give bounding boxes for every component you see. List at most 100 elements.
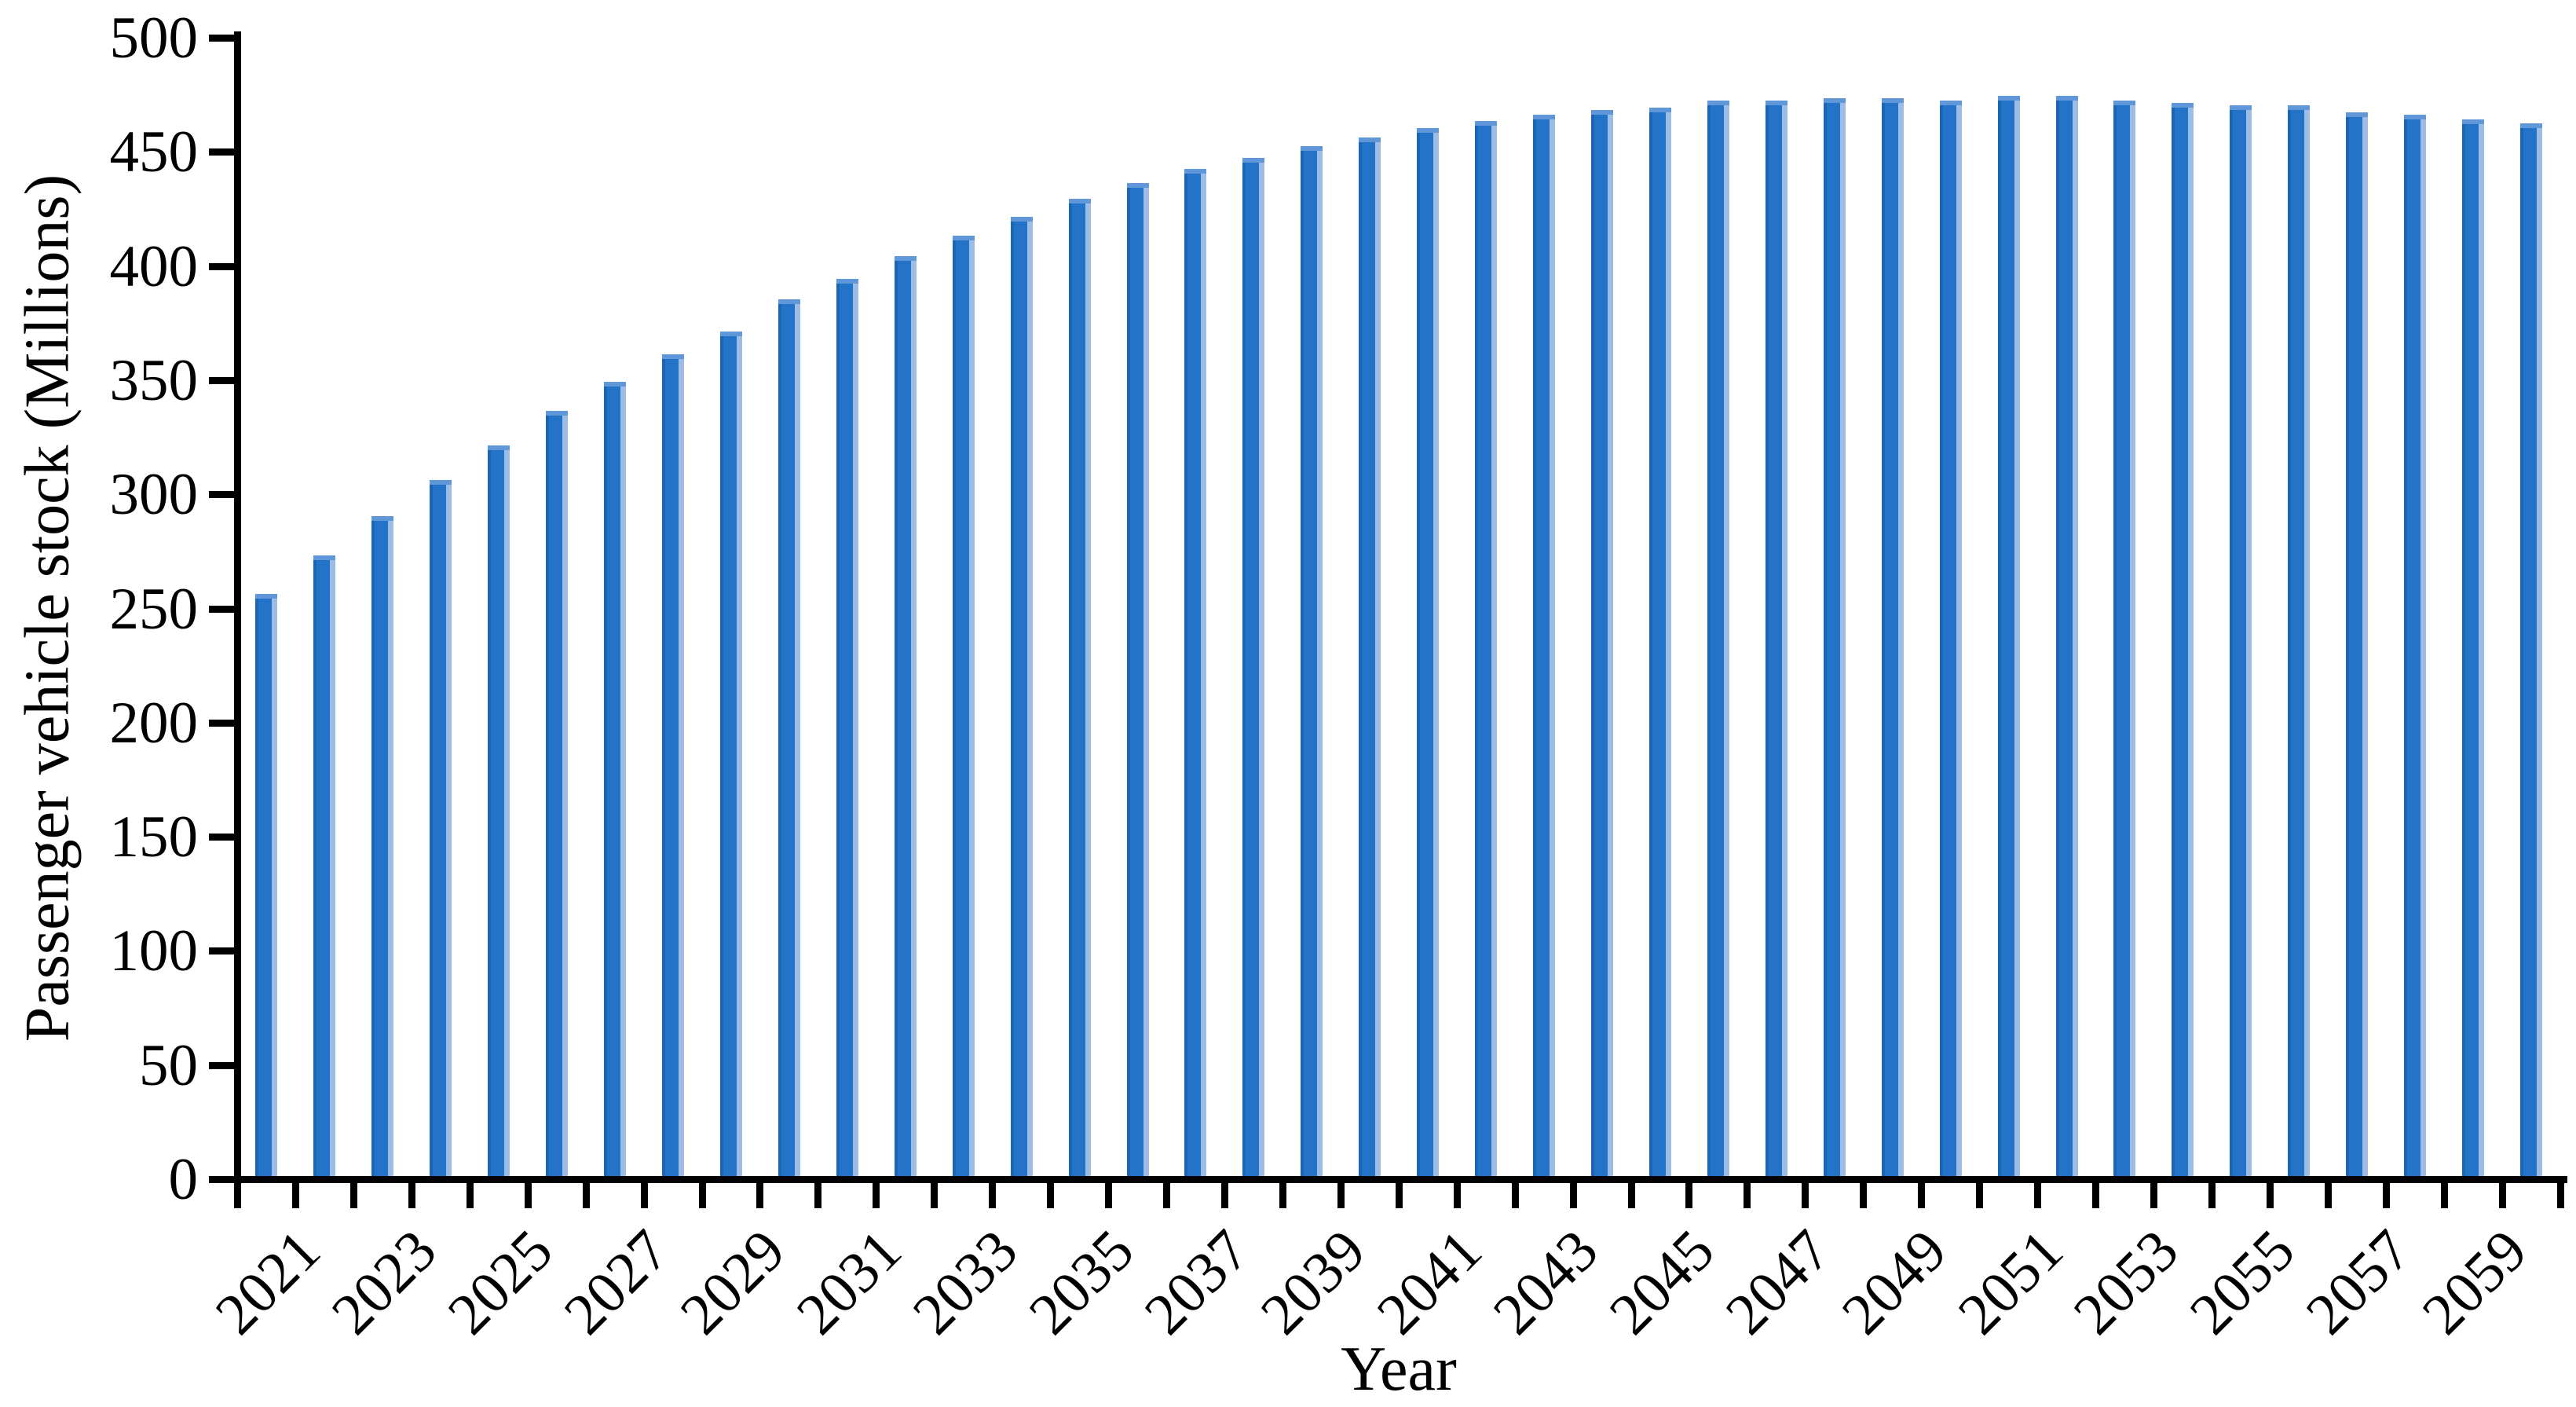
x-tick-mark: [2092, 1183, 2099, 1208]
bar-2040: [1359, 137, 1381, 1176]
y-tick-label: 50: [139, 1032, 198, 1098]
x-tick-mark: [1105, 1183, 1113, 1208]
y-tick-mark: [209, 491, 234, 499]
bar-2054: [2172, 103, 2194, 1176]
bar-2044: [1591, 109, 1614, 1176]
x-tick-mark: [931, 1183, 939, 1208]
x-tick-mark: [291, 1183, 299, 1208]
bar-2023: [371, 516, 394, 1176]
x-tick-mark: [1047, 1183, 1055, 1208]
x-tick-mark: [2150, 1183, 2157, 1208]
bar-2059: [2462, 119, 2485, 1176]
bar-2056: [2288, 105, 2311, 1176]
bar-2060: [2520, 123, 2543, 1176]
y-tick-label: 450: [109, 119, 199, 185]
x-tick-mark: [2034, 1183, 2042, 1208]
bar-2028: [662, 354, 685, 1176]
x-tick-mark: [1918, 1183, 1926, 1208]
bar-2031: [836, 278, 858, 1176]
x-tick-mark: [1453, 1183, 1461, 1208]
x-axis-line: [234, 1176, 2567, 1183]
bar-2051: [1997, 96, 2020, 1176]
y-tick-mark: [209, 1176, 234, 1183]
y-tick-label: 150: [109, 804, 199, 870]
x-tick-mark: [1337, 1183, 1345, 1208]
x-tick-mark: [1220, 1183, 1228, 1208]
x-tick-mark: [1685, 1183, 1693, 1208]
x-tick-mark: [1511, 1183, 1519, 1208]
x-tick-mark: [1860, 1183, 1868, 1208]
y-tick-mark: [209, 376, 234, 384]
x-tick-mark: [1802, 1183, 1809, 1208]
bar-2055: [2230, 105, 2252, 1176]
x-tick-mark: [582, 1183, 590, 1208]
x-axis-title: Year: [1341, 1335, 1457, 1404]
bar-2032: [894, 255, 917, 1176]
bar-2021: [255, 593, 278, 1176]
x-tick-mark: [698, 1183, 706, 1208]
x-tick-mark: [1163, 1183, 1170, 1208]
y-tick-mark: [209, 148, 234, 156]
x-tick-mark: [1395, 1183, 1403, 1208]
x-tick-mark: [1744, 1183, 1751, 1208]
bar-2037: [1184, 169, 1207, 1176]
x-tick-mark: [349, 1183, 357, 1208]
bar-2038: [1242, 157, 1265, 1176]
x-tick-mark: [2382, 1183, 2390, 1208]
x-tick-mark: [814, 1183, 822, 1208]
y-tick-mark: [209, 1061, 234, 1069]
bar-2048: [1823, 98, 1846, 1176]
x-tick-mark: [756, 1183, 764, 1208]
bar-2041: [1417, 128, 1440, 1176]
y-axis-line: [234, 31, 241, 1183]
bar-2043: [1533, 114, 1556, 1176]
bar-2036: [1126, 182, 1149, 1176]
x-tick-mark: [1976, 1183, 1984, 1208]
x-tick-mark: [1627, 1183, 1635, 1208]
x-tick-mark: [640, 1183, 648, 1208]
x-tick-mark: [524, 1183, 532, 1208]
bar-2034: [1010, 217, 1033, 1176]
x-tick-mark: [2498, 1183, 2506, 1208]
bar-2049: [1881, 98, 1904, 1176]
y-tick-label: 200: [109, 690, 199, 756]
y-tick-label: 400: [109, 233, 199, 299]
bar-2033: [952, 235, 975, 1176]
y-tick-label: 300: [109, 462, 199, 528]
x-tick-mark: [1279, 1183, 1286, 1208]
bar-2022: [313, 555, 336, 1176]
bar-2058: [2404, 114, 2427, 1176]
x-tick-mark: [1569, 1183, 1577, 1208]
bar-2046: [1707, 101, 1729, 1176]
bar-2024: [430, 479, 452, 1176]
bar-2035: [1068, 199, 1091, 1176]
x-tick-mark: [873, 1183, 880, 1208]
y-tick-label: 350: [109, 347, 199, 413]
y-tick-mark: [209, 262, 234, 270]
bar-2057: [2346, 112, 2369, 1176]
y-tick-label: 250: [109, 576, 199, 642]
y-tick-mark: [209, 947, 234, 955]
bar-2052: [2055, 96, 2078, 1176]
y-tick-label: 100: [109, 918, 199, 984]
x-tick-mark: [2208, 1183, 2216, 1208]
y-tick-label: 0: [168, 1147, 199, 1212]
x-tick-mark: [2556, 1183, 2564, 1208]
bar-2042: [1475, 121, 1498, 1176]
bar-2045: [1648, 107, 1671, 1176]
bar-2027: [604, 381, 627, 1176]
x-tick-mark: [408, 1183, 415, 1208]
bar-2053: [2113, 101, 2136, 1176]
bar-2039: [1301, 146, 1323, 1176]
x-tick-mark: [466, 1183, 474, 1208]
bar-2050: [1939, 101, 1962, 1176]
bar-2029: [719, 331, 742, 1176]
bar-2025: [488, 445, 510, 1176]
x-tick-mark: [989, 1183, 997, 1208]
x-tick-mark: [2440, 1183, 2448, 1208]
y-tick-mark: [209, 35, 234, 42]
y-tick-mark: [209, 719, 234, 727]
x-tick-mark: [2324, 1183, 2332, 1208]
y-tick-label: 500: [109, 5, 199, 71]
